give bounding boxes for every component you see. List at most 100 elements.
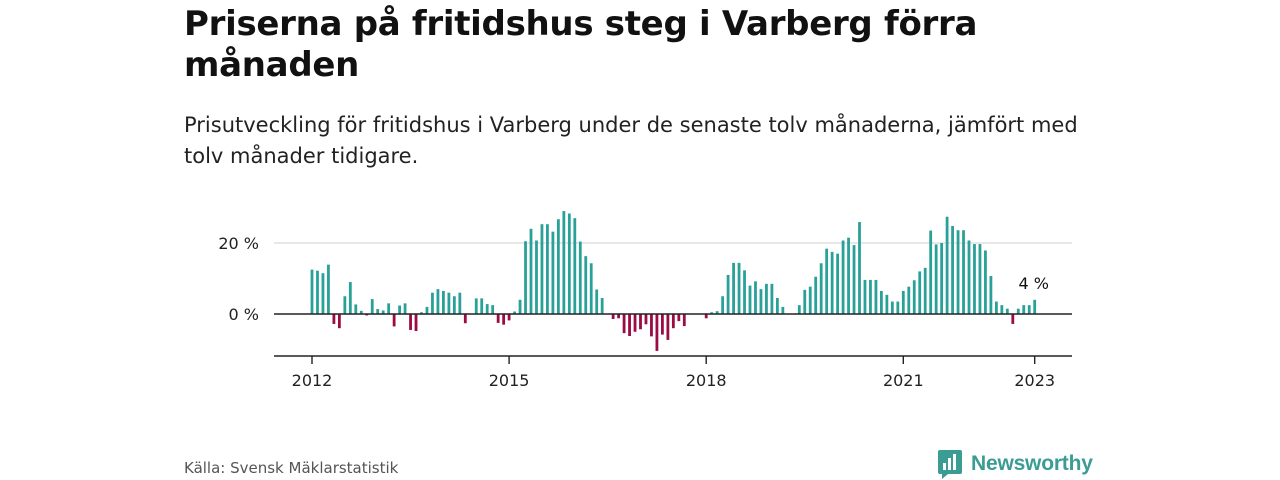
bar bbox=[759, 289, 763, 314]
bar bbox=[556, 219, 560, 314]
bar bbox=[562, 211, 566, 314]
bar bbox=[436, 289, 440, 314]
bar bbox=[480, 298, 484, 314]
bar bbox=[978, 244, 982, 314]
bar bbox=[327, 264, 330, 314]
bar bbox=[918, 271, 922, 314]
bar bbox=[546, 224, 549, 314]
bar-chart: 0 % 20 % 2012 2015 2018 2021 2023 4 % bbox=[218, 211, 1072, 390]
bar bbox=[535, 240, 538, 314]
bar bbox=[458, 292, 462, 314]
bar-series bbox=[310, 211, 1037, 351]
bar bbox=[890, 301, 894, 314]
bar bbox=[836, 253, 839, 314]
bar bbox=[912, 280, 916, 314]
bar bbox=[874, 279, 878, 314]
bar bbox=[721, 296, 725, 314]
bar bbox=[704, 314, 708, 319]
bar bbox=[600, 298, 604, 314]
bar bbox=[359, 310, 363, 314]
bar bbox=[825, 248, 829, 314]
bar bbox=[321, 273, 325, 314]
bar bbox=[617, 314, 620, 319]
bar bbox=[962, 230, 965, 314]
bar bbox=[409, 314, 412, 330]
bar bbox=[337, 314, 341, 329]
y-tick-label: 20 % bbox=[218, 234, 259, 253]
y-tick-label: 0 % bbox=[229, 305, 259, 324]
bar bbox=[491, 305, 495, 315]
bar bbox=[896, 301, 900, 314]
bar bbox=[354, 304, 358, 314]
bar bbox=[989, 276, 993, 314]
bar bbox=[398, 305, 401, 314]
bar bbox=[639, 314, 642, 330]
bar bbox=[732, 262, 735, 314]
bar bbox=[316, 270, 319, 314]
bar bbox=[748, 285, 752, 314]
bar bbox=[1005, 308, 1009, 314]
x-tick-label: 2023 bbox=[1014, 371, 1055, 390]
bar bbox=[967, 240, 971, 314]
bar bbox=[348, 282, 352, 314]
bar bbox=[923, 267, 927, 314]
bar bbox=[332, 314, 336, 324]
brand-name: Newsworthy bbox=[971, 452, 1093, 475]
x-tick-labels: 2012 2015 2018 2021 2023 bbox=[292, 356, 1055, 390]
bar bbox=[485, 304, 489, 314]
x-tick-label: 2021 bbox=[883, 371, 924, 390]
bar bbox=[474, 298, 478, 314]
bar bbox=[392, 314, 396, 327]
bar bbox=[710, 312, 714, 314]
bar bbox=[529, 228, 533, 314]
bar bbox=[929, 230, 933, 314]
bar bbox=[425, 306, 429, 314]
bar bbox=[671, 314, 675, 329]
bar bbox=[885, 294, 889, 314]
bar bbox=[650, 314, 653, 337]
bar bbox=[502, 314, 506, 325]
bar bbox=[1033, 299, 1037, 314]
chart-title: Priserna på fritidshus steg i Varberg fö… bbox=[184, 4, 978, 85]
bar bbox=[737, 262, 741, 314]
newsworthy-logo-icon bbox=[938, 450, 962, 479]
bar bbox=[743, 270, 746, 314]
bar bbox=[940, 243, 944, 314]
bar bbox=[524, 241, 527, 314]
bar bbox=[715, 311, 719, 314]
bar bbox=[677, 314, 681, 322]
bar bbox=[847, 237, 850, 314]
bar bbox=[765, 283, 768, 314]
bar bbox=[343, 296, 347, 314]
source-note: Källa: Svensk Mäklarstatistik bbox=[184, 459, 399, 477]
bar bbox=[595, 289, 599, 314]
bar bbox=[901, 290, 905, 314]
bar bbox=[863, 279, 867, 314]
x-tick-label: 2012 bbox=[292, 371, 333, 390]
bar bbox=[578, 241, 582, 314]
bar bbox=[447, 292, 451, 314]
bar bbox=[452, 296, 456, 314]
bar bbox=[775, 298, 779, 314]
bar bbox=[310, 269, 314, 315]
bar bbox=[622, 314, 626, 334]
bar bbox=[852, 245, 856, 314]
bar bbox=[682, 314, 686, 327]
y-tick-labels: 0 % 20 % bbox=[218, 234, 259, 324]
bar bbox=[770, 283, 774, 314]
bar bbox=[666, 314, 670, 340]
bar bbox=[1016, 308, 1020, 314]
bar bbox=[973, 244, 976, 314]
bar bbox=[496, 314, 500, 323]
bar bbox=[1022, 305, 1026, 315]
bar bbox=[376, 309, 380, 314]
bar bbox=[370, 299, 374, 314]
bar bbox=[513, 311, 516, 314]
bar bbox=[803, 289, 807, 314]
bar bbox=[431, 292, 434, 314]
bar bbox=[381, 310, 385, 314]
bar bbox=[797, 305, 801, 315]
bar bbox=[551, 231, 555, 314]
brand-logo[interactable]: Newsworthy bbox=[937, 449, 1093, 479]
bar bbox=[830, 251, 834, 315]
